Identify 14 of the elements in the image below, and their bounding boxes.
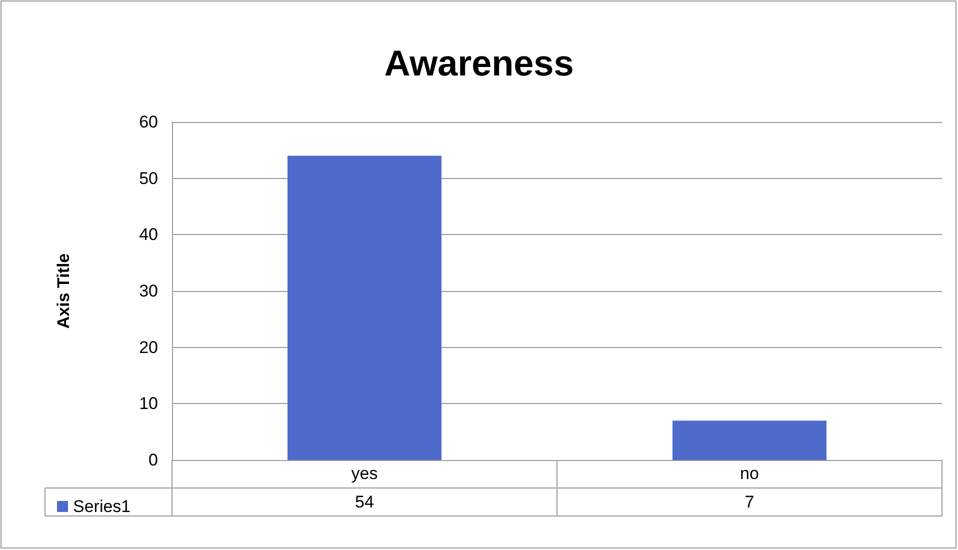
x-tick-label: no <box>740 464 759 483</box>
y-tick-label: 60 <box>139 112 158 132</box>
y-tick-label: 20 <box>139 338 158 357</box>
y-tick-label: 50 <box>139 168 158 188</box>
legend-label: Series1 <box>73 497 131 516</box>
y-tick-label: 0 <box>148 450 158 470</box>
chart-title: Awareness <box>384 42 574 84</box>
data-label: 7 <box>744 492 754 512</box>
y-tick-label: 40 <box>139 225 158 244</box>
y-tick-label: 10 <box>139 394 158 414</box>
x-tick-label: yes <box>351 464 378 483</box>
y-axis-title: Axis Title <box>54 253 73 329</box>
data-label: 54 <box>355 492 374 512</box>
y-tick-label: 30 <box>139 282 158 300</box>
